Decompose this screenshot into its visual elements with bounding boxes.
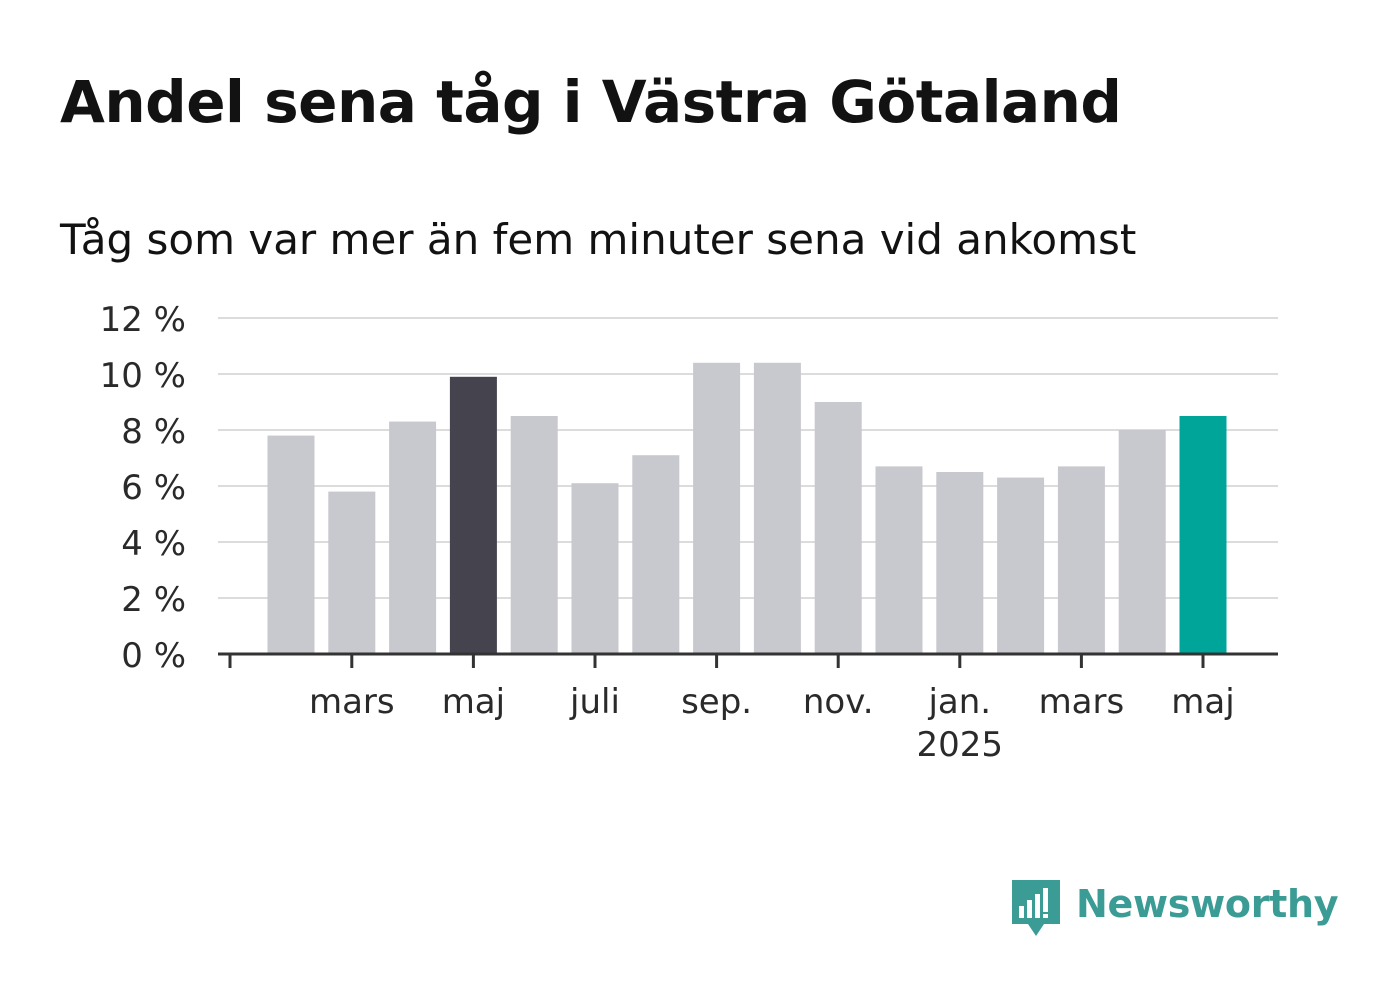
bar-2024-06 — [510, 416, 558, 654]
x-tick-label: jan. — [927, 682, 991, 722]
y-tick-label: 4 % — [121, 524, 186, 564]
x-tick-label: nov. — [803, 682, 874, 722]
bar-2024-04 — [389, 421, 437, 654]
y-tick-label: 10 % — [100, 356, 186, 396]
chart-title: Andel sena tåg i Västra Götaland — [60, 68, 1122, 136]
x-tick-label: juli — [569, 682, 620, 722]
x-tick-label: sep. — [681, 682, 752, 722]
bar-2024-02 — [267, 435, 315, 654]
x-tick-label: mars — [309, 682, 395, 722]
bar-2025-01 — [936, 472, 984, 654]
bar-2025-03 — [1057, 466, 1105, 654]
y-tick-label: 0 % — [121, 636, 186, 676]
bar-2024-12 — [875, 466, 923, 654]
chart-subtitle: Tåg som var mer än fem minuter sena vid … — [60, 215, 1137, 264]
newsworthy-logo-icon — [1012, 880, 1060, 936]
newsworthy-logo: Newsworthy — [1010, 878, 1339, 940]
y-axis-labels: 0 % 2 % 4 % 6 % 8 % 10 % 12 % — [100, 300, 186, 676]
bars — [267, 362, 1227, 654]
x-axis — [218, 652, 1278, 668]
y-tick-label: 6 % — [121, 468, 186, 508]
bar-2024-07 — [571, 483, 619, 654]
bar-2025-02 — [997, 477, 1045, 654]
bar-2024-09 — [693, 362, 741, 654]
y-tick-label: 8 % — [121, 412, 186, 452]
bar-2025-04 — [1118, 430, 1166, 654]
y-tick-label: 2 % — [121, 580, 186, 620]
x-tick-sublabel: 2025 — [917, 725, 1004, 765]
y-tick-label: 12 % — [100, 300, 186, 340]
brand-name: Newsworthy — [1076, 882, 1339, 926]
x-tick-label: mars — [1039, 682, 1125, 722]
bar-2024-11 — [814, 402, 862, 654]
bar-2024-10 — [753, 362, 801, 654]
x-tick-label: maj — [442, 682, 505, 722]
bar-2024-08 — [632, 455, 680, 654]
x-axis-labels: mars maj juli sep. nov. jan.2025 mars maj — [309, 682, 1235, 765]
bar-2024-03 — [328, 491, 376, 654]
bar-2024-05 — [449, 376, 497, 654]
bar-2025-05 — [1179, 416, 1227, 654]
x-tick-label: maj — [1171, 682, 1234, 722]
